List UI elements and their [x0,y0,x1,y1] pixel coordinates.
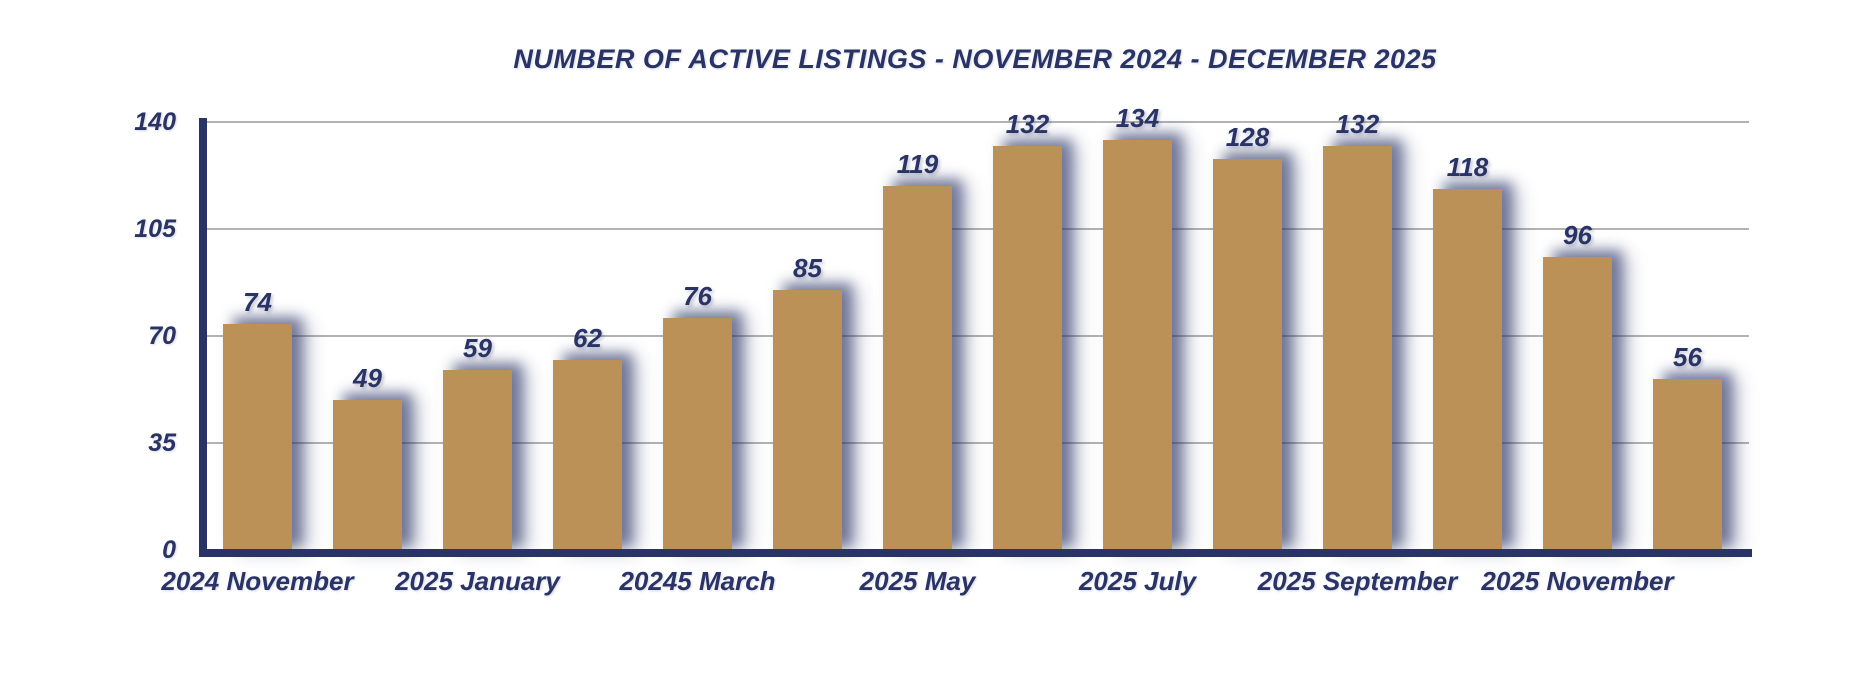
gridline [204,442,1749,444]
bar [1543,256,1612,553]
bar [1433,189,1502,553]
gridline [204,121,1749,123]
chart-title: NUMBER OF ACTIVE LISTINGS - NOVEMBER 202… [513,44,1437,74]
bar [883,186,952,553]
bar-value-label: 134 [1115,103,1160,134]
bar-value-label: 132 [1005,109,1050,140]
y-axis-tick-label: 105 [134,215,176,243]
bar [993,146,1062,553]
x-axis-line [199,549,1752,557]
bar-value-label: 59 [463,332,492,363]
gridline [204,228,1749,230]
y-axis-tick-label: 140 [134,108,176,136]
bar [1213,158,1282,553]
y-axis-tick-label: 70 [148,322,176,350]
x-axis-tick-label: 2025 January [395,566,560,596]
bar [773,290,842,553]
bar [443,369,512,553]
bar-value-label: 62 [573,323,602,354]
bar-value-label: 56 [1673,341,1702,372]
x-axis-tick-label: 20245 March [619,566,776,596]
bar-value-label: 76 [683,280,712,311]
x-axis-tick-label: 2025 July [1078,566,1197,596]
y-axis-tick-label: 35 [148,429,176,457]
x-axis-tick-label: 2025 September [1257,566,1458,596]
bar-value-label: 118 [1446,152,1489,183]
y-axis-tick-label: 0 [162,536,176,564]
bar-value-label: 49 [353,363,382,394]
bar-value-label: 96 [1563,219,1592,250]
gridline [204,335,1749,337]
x-axis-tick-label: 2024 November [161,566,354,596]
bar [1653,378,1722,553]
bar [1323,146,1392,553]
bar-value-label: 119 [896,149,939,180]
x-axis-tick-label: 2025 May [859,566,976,596]
bar-value-label: 74 [243,286,272,317]
y-axis-line [199,118,207,557]
bar [333,400,402,553]
bar-value-label: 132 [1335,109,1380,140]
bar [553,360,622,553]
bar [1103,140,1172,553]
x-axis-tick-label: 2025 November [1481,566,1674,596]
bar [663,317,732,553]
bar [223,323,292,553]
bar-value-label: 128 [1225,121,1270,152]
bar-value-label: 85 [793,253,822,284]
